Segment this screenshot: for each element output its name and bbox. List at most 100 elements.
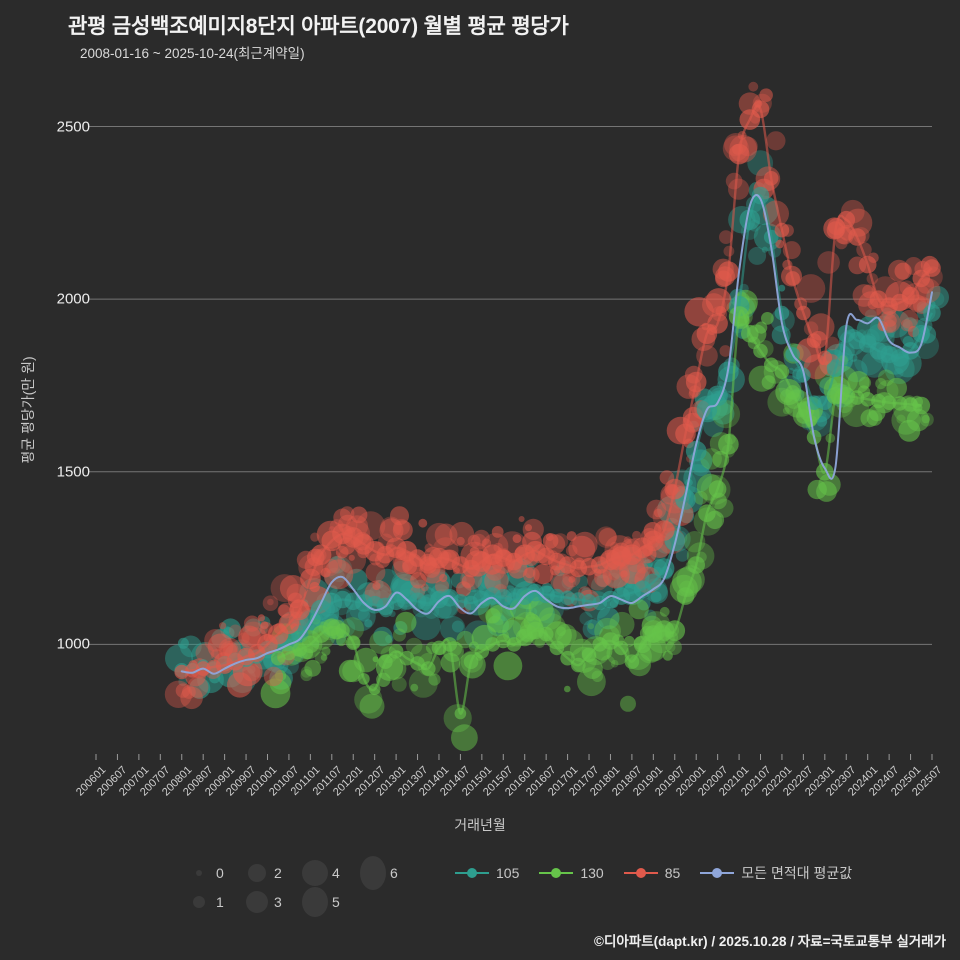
bubble-size-label: 5	[332, 893, 340, 910]
bubble-size-icon	[244, 889, 270, 915]
data-bubble	[282, 658, 299, 675]
data-bubble	[244, 618, 263, 637]
data-bubble	[556, 626, 566, 636]
data-bubble	[886, 377, 907, 399]
chart-legend: 0 2 4 6 1 3 5 105 130 85 모든 면적대 평균값	[0, 855, 960, 924]
data-bubble	[572, 531, 598, 558]
series-point	[708, 480, 727, 498]
data-bubble	[702, 293, 726, 317]
data-bubble	[405, 637, 423, 655]
data-bubble	[869, 315, 896, 342]
series-point	[289, 599, 310, 621]
data-bubble	[807, 479, 827, 500]
average-line	[180, 194, 933, 675]
series-point	[796, 409, 811, 424]
series-point	[806, 395, 822, 411]
data-bubble	[369, 630, 393, 655]
data-bubble	[659, 606, 670, 617]
data-bubble	[518, 516, 525, 522]
data-bubble	[392, 520, 413, 541]
series-point	[923, 304, 941, 322]
series-point	[871, 393, 886, 409]
bubble-size-dot	[302, 859, 328, 886]
data-bubble	[728, 178, 750, 200]
bubble-size-icon	[302, 886, 328, 917]
data-bubble	[675, 548, 690, 562]
data-bubble	[340, 506, 355, 521]
bubble-size-label: 1	[216, 893, 224, 910]
series-legend-item-105[interactable]: 105	[455, 865, 519, 881]
data-bubble	[267, 598, 274, 606]
data-bubble	[512, 534, 522, 543]
series-point	[571, 657, 586, 673]
series-point	[560, 590, 575, 606]
series-point	[388, 644, 404, 659]
data-bubble	[372, 581, 381, 591]
series-point	[664, 620, 686, 641]
series-point	[335, 623, 350, 638]
data-bubble	[410, 683, 419, 692]
data-bubble	[632, 530, 642, 541]
series-point	[718, 261, 739, 282]
data-bubble	[180, 686, 203, 710]
data-bubble	[582, 619, 602, 639]
bubble-size-legend-item: 0	[186, 860, 244, 886]
data-bubble	[456, 581, 472, 597]
data-bubble	[451, 724, 478, 752]
data-bubble	[719, 345, 732, 357]
data-bubble	[748, 81, 759, 92]
data-bubble	[336, 635, 347, 647]
page-subtitle: 2008-01-16 ~ 2025-10-24(최근계약일)	[80, 46, 305, 61]
data-bubble	[796, 274, 826, 303]
data-bubble	[662, 650, 673, 661]
data-bubble	[714, 498, 734, 518]
series-legend-item-모든 면적대 평균값[interactable]: 모든 면적대 평균값	[700, 863, 852, 883]
data-bubble	[748, 246, 767, 265]
series-legend-item-130[interactable]: 130	[539, 865, 604, 881]
data-bubble	[359, 693, 385, 719]
data-bubble	[229, 624, 242, 638]
data-bubble	[533, 563, 554, 585]
series-point	[368, 683, 381, 696]
series-point	[806, 333, 822, 348]
data-bubble	[899, 310, 919, 329]
data-bubble	[357, 609, 371, 622]
data-bubble	[693, 491, 708, 505]
series-point	[881, 395, 897, 411]
bubble-size-dot	[193, 895, 205, 908]
bubble-size-dot	[360, 855, 386, 890]
data-bubble	[340, 563, 350, 573]
data-bubble	[424, 543, 434, 553]
series-point	[728, 306, 750, 327]
bubble-size-dot	[196, 869, 202, 876]
data-bubble	[849, 353, 858, 362]
series-point	[378, 654, 393, 669]
bubble-size-icon	[244, 860, 270, 886]
series-point	[858, 255, 877, 274]
series-point	[300, 568, 321, 590]
bubble-size-legend-item: 6	[360, 855, 418, 890]
data-bubble	[175, 683, 191, 698]
series-point	[675, 423, 696, 445]
series-legend-marker-icon	[539, 866, 574, 880]
series-point	[676, 587, 695, 605]
data-bubble	[392, 628, 406, 642]
data-bubble	[609, 611, 635, 637]
data-bubble	[766, 131, 786, 151]
data-bubble	[411, 610, 441, 641]
series-legend-item-85[interactable]: 85	[623, 865, 680, 881]
data-bubble	[884, 319, 897, 333]
series-point	[763, 229, 779, 245]
series-point	[442, 637, 458, 652]
series-point	[892, 396, 908, 411]
data-bubble	[894, 368, 904, 378]
data-bubble	[485, 604, 515, 634]
series-point	[912, 324, 931, 343]
data-bubble	[304, 659, 322, 677]
data-bubble	[182, 685, 196, 699]
data-bubble	[574, 574, 589, 589]
data-bubble	[493, 651, 523, 681]
series-legend-dot	[467, 868, 477, 878]
data-bubble	[179, 635, 202, 658]
data-bubble	[328, 555, 347, 574]
